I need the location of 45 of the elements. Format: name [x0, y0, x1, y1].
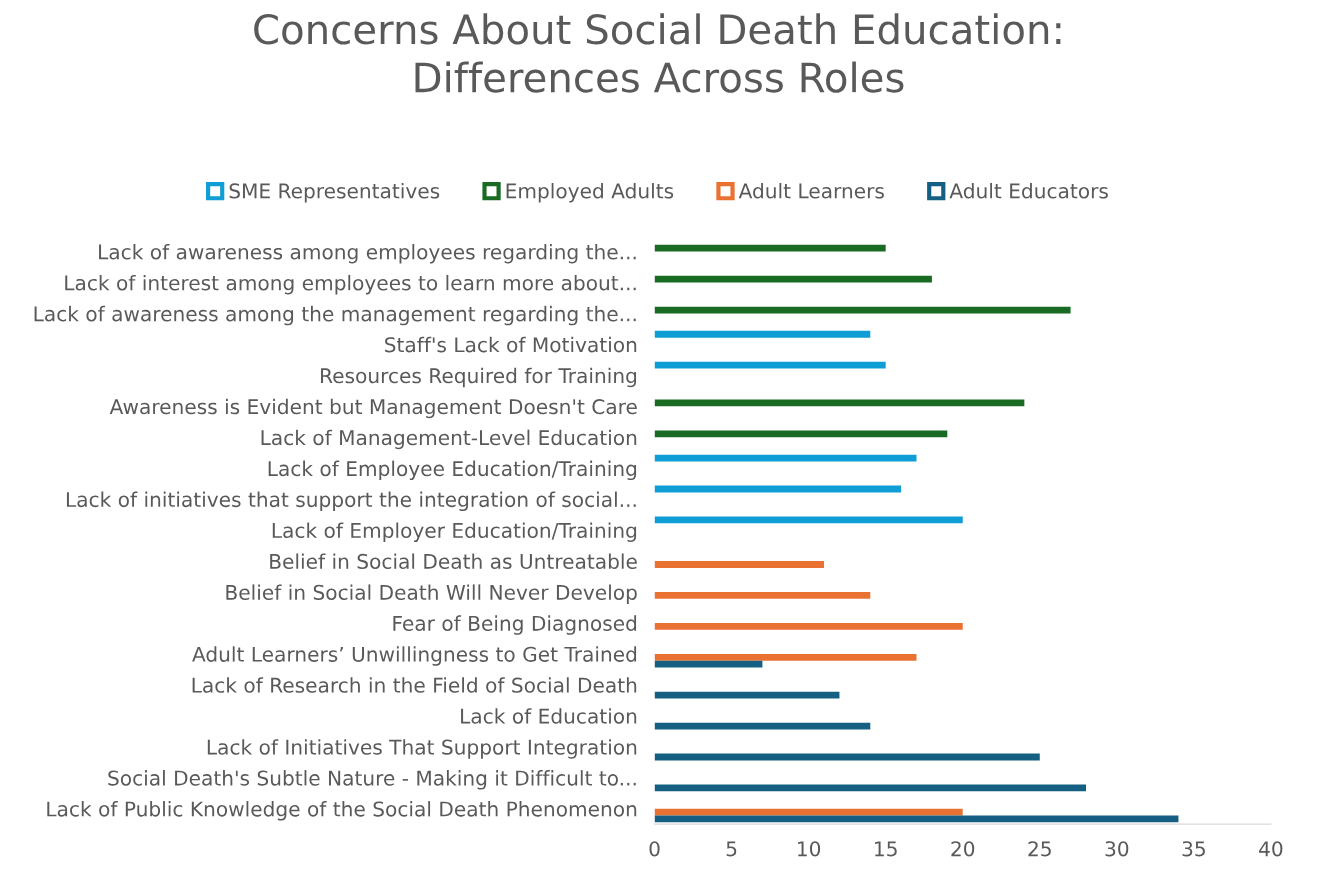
y-tick-label: Lack of Education: [461, 708, 637, 724]
x-tick-label: 20: [951, 841, 975, 857]
legend-label: Adult Learners: [738, 182, 884, 199]
y-tick-label: Social Death's Subtle Nature - Making it Difficult to...: [108, 770, 636, 790]
x-tick-label: 10: [798, 841, 821, 857]
x-tick-label: 15: [875, 841, 897, 857]
bar: [654, 691, 840, 699]
bar: [654, 623, 963, 630]
y-tick-label: Lack of Initiatives That Support Integration: [207, 739, 637, 759]
y-tick-label: Staff's Lack of Motivation: [385, 336, 637, 353]
y-tick-label: Lack of initiatives that support the integration of social...: [66, 491, 636, 512]
bar: [654, 592, 871, 599]
y-tick-label: Lack of Employee Education/Training: [268, 460, 637, 481]
x-tick-label: 25: [1028, 841, 1051, 857]
bar: [654, 361, 886, 369]
bar: [654, 244, 886, 252]
x-tick-label: 40: [1259, 841, 1283, 857]
bar: [654, 330, 871, 338]
x-tick-label: 5: [726, 841, 737, 857]
y-tick-label: Adult Learners’ Unwillingness to Get Trained: [192, 646, 637, 666]
bar: [654, 430, 948, 438]
y-tick-label: Lack of interest among employees to learn more about...: [65, 274, 636, 295]
y-tick-label: Fear of Being Diagnosed: [393, 615, 637, 635]
legend-label: Adult Educators: [949, 182, 1108, 199]
y-tick-label: Lack of awareness among employees regarding the...: [99, 243, 636, 264]
bar: [654, 808, 963, 816]
y-tick-label: Lack of Employer Education/Training: [272, 522, 637, 542]
bar: [654, 275, 932, 283]
legend-label: Employed Adults: [506, 182, 674, 203]
y-tick-label: Belief in Social Death as Untreatable: [270, 553, 637, 570]
y-tick-label: Resources Required for Training: [321, 367, 637, 388]
bar: [654, 561, 825, 568]
y-tick-label: Lack of Management-Level Education: [261, 429, 637, 450]
bar: [654, 653, 917, 661]
y-tick-label: Lack of Public Knowledge of the Social Death Phenomenon: [47, 801, 637, 821]
x-tick-label: 35: [1182, 841, 1205, 857]
bar: [654, 660, 763, 668]
y-tick-label: Belief in Social Death Will Never Develop: [226, 584, 637, 604]
chart-title: Concerns About Social Death Education: Differences Across Roles: [254, 13, 1061, 93]
legend-label: SME Representatives: [229, 182, 440, 203]
y-tick-label: Awareness is Evident but Management Doesn't Care: [109, 398, 637, 419]
x-tick-label: 0: [649, 841, 660, 857]
y-tick-label: Lack of Research in the Field of Social Death: [192, 677, 637, 693]
x-tick-label: 30: [1105, 841, 1129, 857]
y-tick-label: Lack of awareness among the management regarding the...: [34, 305, 636, 326]
